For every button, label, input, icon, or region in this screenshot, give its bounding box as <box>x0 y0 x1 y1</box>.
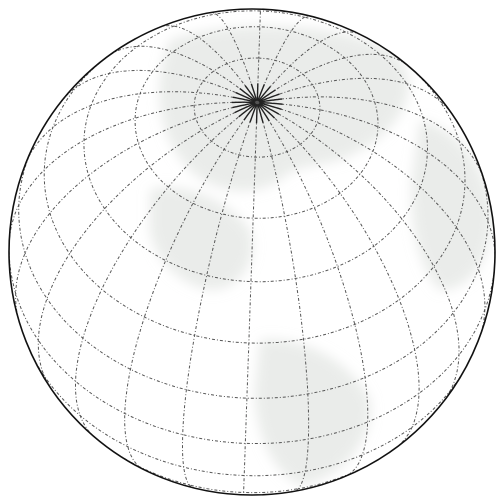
meridian <box>15 102 258 322</box>
meridian <box>210 11 258 103</box>
meridian <box>257 102 495 261</box>
land <box>411 120 492 290</box>
meridian <box>108 45 258 103</box>
meridian <box>61 69 258 103</box>
meridian <box>243 102 258 495</box>
pole-tick <box>258 102 280 115</box>
meridian <box>256 31 360 103</box>
pole-tick <box>232 102 256 109</box>
pole-tick <box>232 96 256 103</box>
parallel <box>83 10 429 283</box>
meridian <box>257 96 485 181</box>
meridian <box>256 102 310 492</box>
meridian <box>256 15 310 103</box>
meridian <box>75 102 258 437</box>
pole-tick <box>258 89 276 102</box>
land <box>159 26 409 191</box>
pole-tick <box>259 102 282 110</box>
meridian <box>256 53 410 103</box>
meridian <box>256 102 460 403</box>
parallel <box>30 352 467 477</box>
pole-tick <box>255 104 258 124</box>
globe-outline <box>8 8 496 496</box>
meridian <box>256 9 261 103</box>
meridian <box>124 102 258 470</box>
pole-tick <box>239 87 257 102</box>
pole-tick <box>238 103 257 118</box>
meridian <box>256 102 420 448</box>
parallel <box>134 26 379 219</box>
pole-tick <box>257 103 270 122</box>
meridian <box>257 102 486 338</box>
land-masses <box>150 26 492 485</box>
pole-tick <box>258 103 276 119</box>
pole-tick <box>243 103 257 121</box>
pole-tick <box>258 93 280 103</box>
pole-tick <box>256 83 259 101</box>
pole-tick <box>259 98 282 103</box>
pole-tick <box>249 103 258 123</box>
parallel <box>43 52 466 344</box>
meridian <box>24 91 258 165</box>
pole-tick <box>244 85 257 102</box>
meridian <box>160 25 258 103</box>
pole-tick <box>257 83 266 102</box>
parallel <box>193 57 321 158</box>
land <box>255 339 371 485</box>
parallel <box>18 142 489 399</box>
pole-tick <box>257 103 264 124</box>
graticule <box>9 9 495 495</box>
meridian <box>182 102 258 489</box>
land <box>150 187 253 290</box>
pole-tick <box>250 83 258 102</box>
meridian <box>257 77 453 115</box>
pole-tick <box>235 91 256 103</box>
pole-tick <box>259 101 283 105</box>
pole-tick <box>257 85 272 102</box>
pole-tick <box>234 102 256 114</box>
meridian <box>256 102 369 477</box>
